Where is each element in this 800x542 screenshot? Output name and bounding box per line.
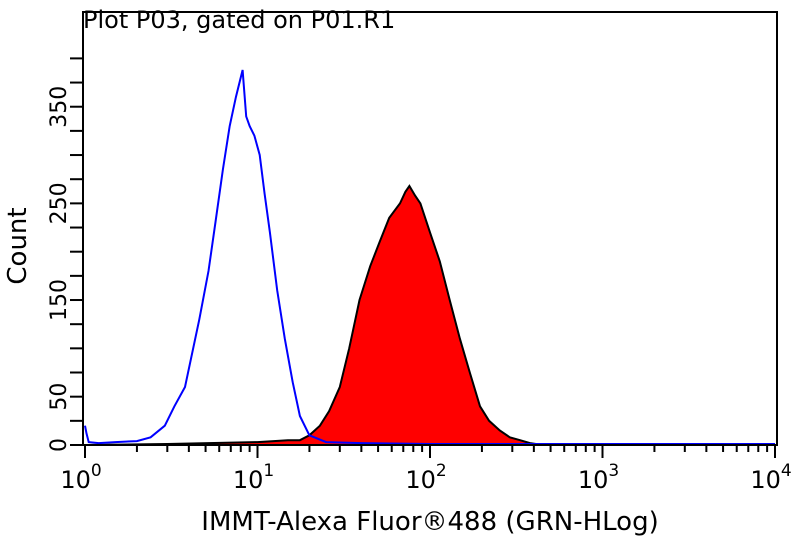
y-axis: 0 50 150 250 350 xyxy=(47,57,83,452)
plot-area xyxy=(84,69,775,446)
y-tick-label: 0 xyxy=(47,438,72,452)
y-tick-label: 250 xyxy=(47,182,72,224)
x-tick-label: 101 xyxy=(233,461,274,494)
x-tick-label: 100 xyxy=(60,461,101,494)
y-tick-label: 50 xyxy=(47,383,72,411)
x-tick-label: 103 xyxy=(578,461,619,494)
y-tick-label: 350 xyxy=(47,86,72,128)
series-stained-line xyxy=(84,184,775,446)
x-axis: 100 101 102 103 104 xyxy=(60,445,792,494)
y-tick-label: 150 xyxy=(47,279,72,321)
y-axis-label: Count xyxy=(3,207,33,284)
series-control-line xyxy=(84,69,775,445)
x-axis-label: IMMT-Alexa Fluor®488 (GRN-HLog) xyxy=(201,507,658,537)
x-tick-label: 104 xyxy=(750,461,791,494)
x-tick-label: 102 xyxy=(405,461,446,494)
chart-title: Plot P03, gated on P01.R1 xyxy=(83,6,395,34)
